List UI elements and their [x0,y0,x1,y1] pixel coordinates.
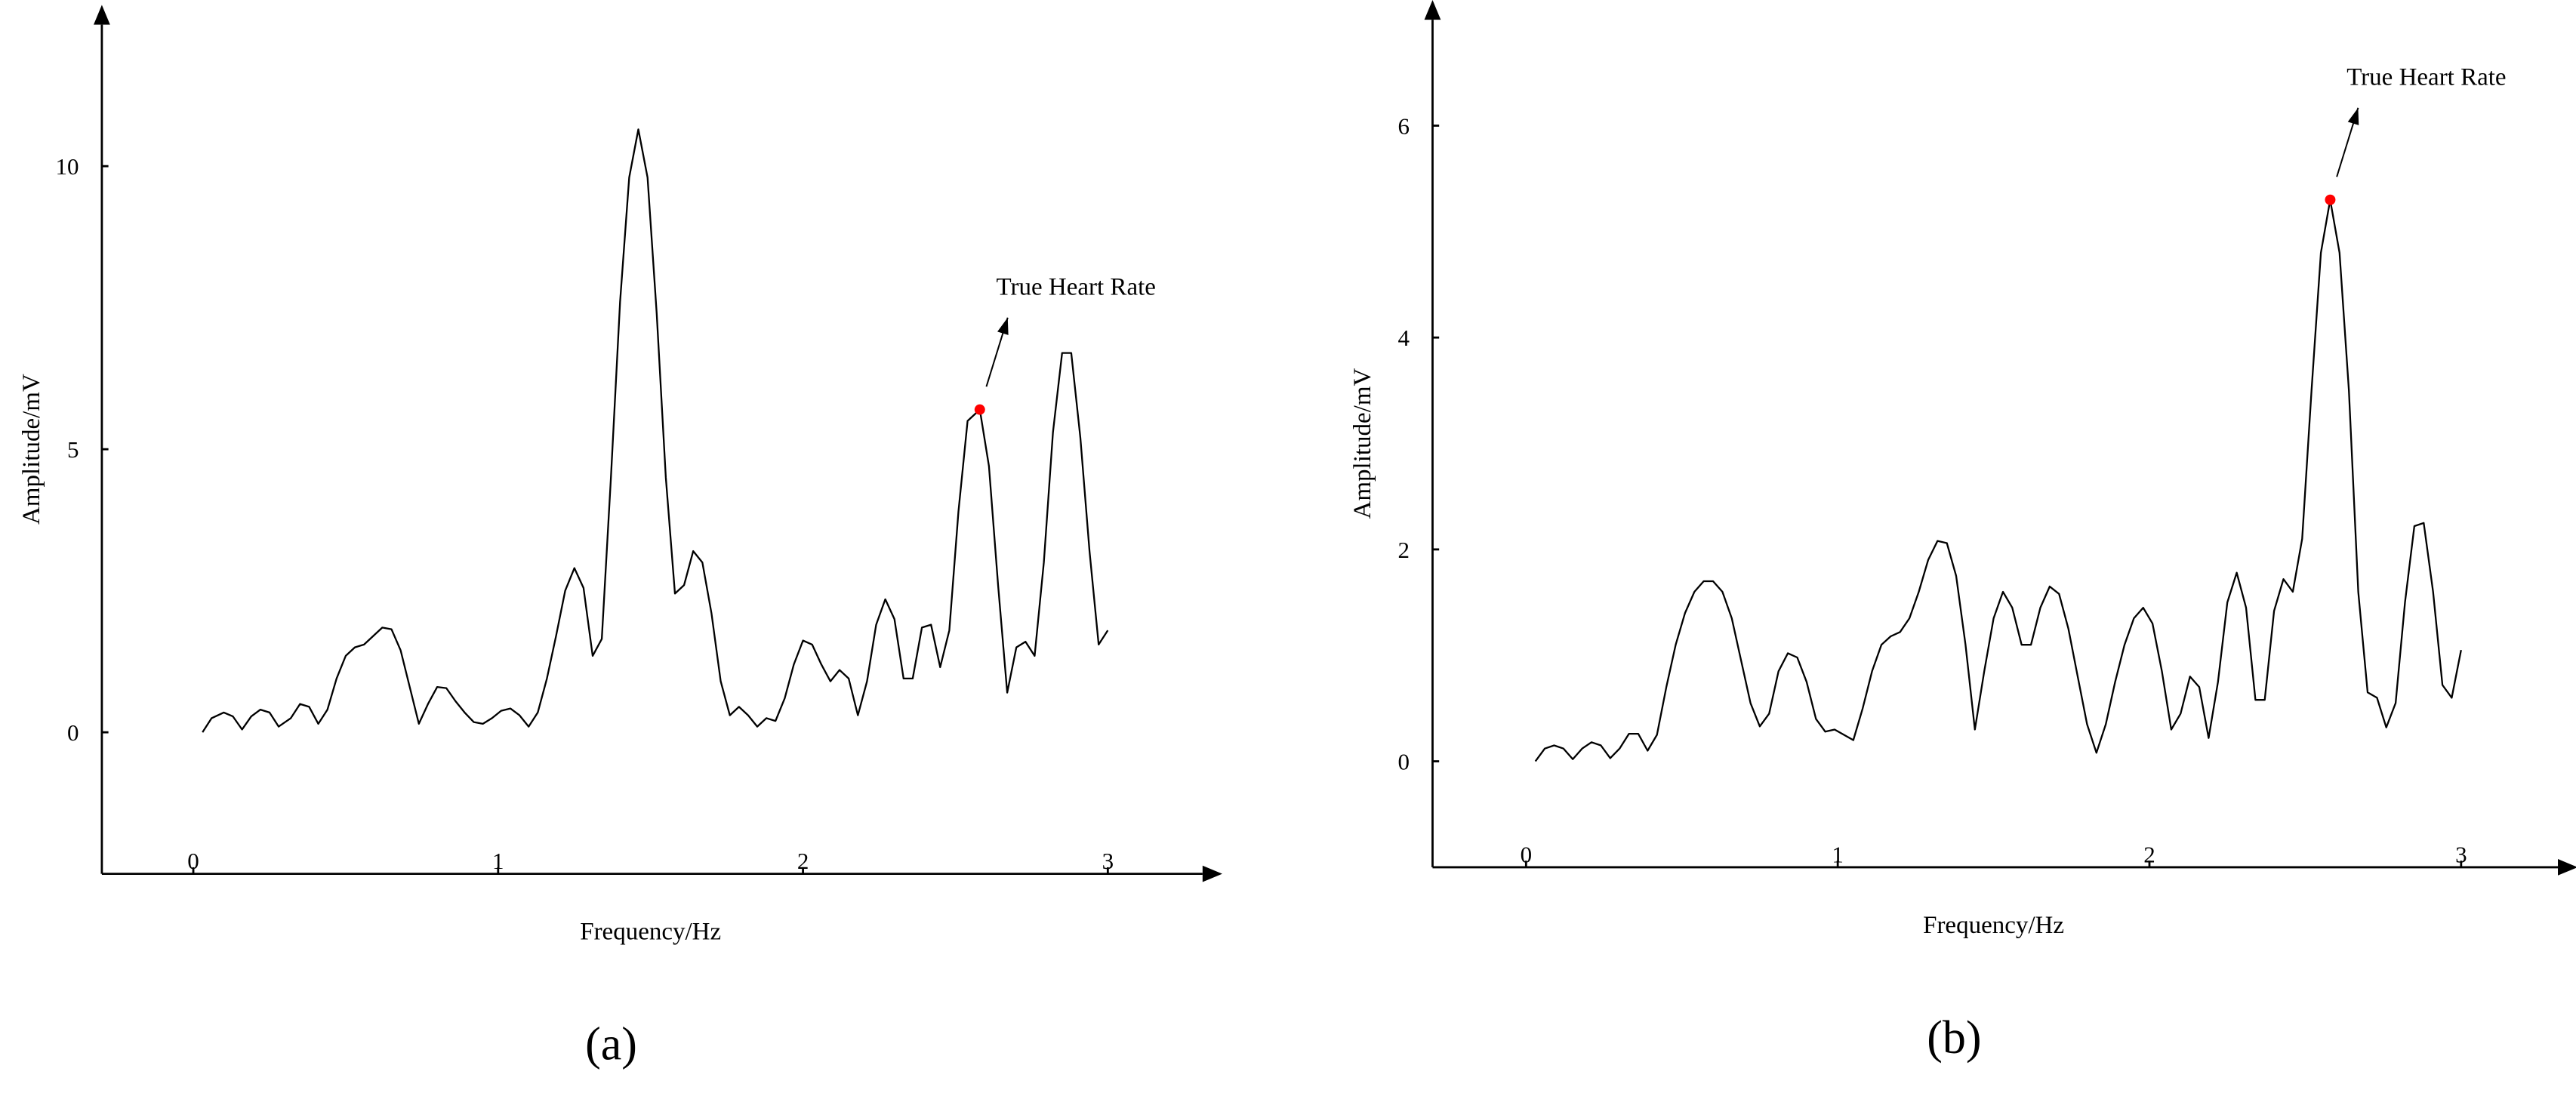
panel-label: (a) [585,1019,637,1070]
y-axis-label: Amplitude/mV [1349,368,1376,519]
x-tick-label: 0 [187,848,199,874]
panel-label: (b) [1927,1012,1981,1064]
x-tick-label: 3 [2455,841,2467,867]
y-tick-label: 4 [1398,325,1410,351]
y-tick-label: 0 [1398,749,1410,775]
spectrum-line [1534,199,2462,762]
x-axis-arrow [1202,865,1222,882]
x-axis-label: Frequency/Hz [580,919,721,946]
spectrum-line [202,128,1109,733]
y-axis-label: Amplitude/mV [18,374,45,525]
x-tick-label: 1 [1832,841,1844,867]
y-axis-arrow [94,5,110,25]
y-tick-label: 6 [1398,112,1410,139]
x-tick-label: 2 [2143,841,2155,867]
x-axis-label: Frequency/Hz [1923,912,2064,939]
annotation-arrowhead [997,317,1009,335]
annotation-text: True Heart Rate [997,273,1156,300]
annotation-text: True Heart Rate [2346,63,2506,91]
y-axis-arrow [1424,0,1441,20]
y-tick-label: 5 [67,436,79,463]
y-tick-label: 2 [1398,537,1410,563]
annotation-arrowhead [2347,107,2359,125]
x-tick-label: 1 [492,848,504,874]
heart-rate-point [974,404,985,415]
x-axis-arrow [2558,859,2576,876]
x-tick-label: 3 [1102,848,1114,874]
y-tick-label: 10 [55,153,79,180]
y-tick-label: 0 [67,719,79,746]
x-tick-label: 0 [1521,841,1533,867]
heart-rate-point [2325,194,2336,205]
x-tick-label: 2 [797,848,809,874]
